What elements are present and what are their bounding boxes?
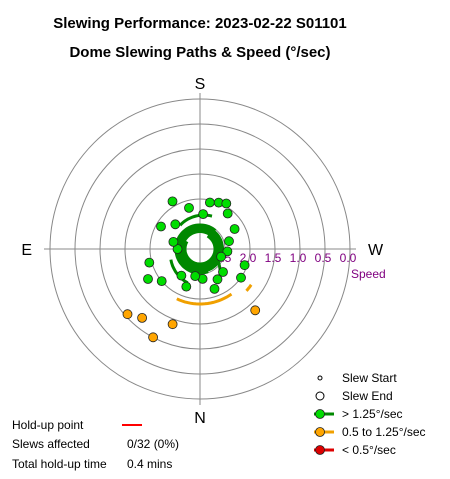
- fast-speed-point: [224, 236, 234, 247]
- fast-speed-point: [229, 224, 240, 234]
- fast-speed-point: [218, 267, 228, 277]
- medium-speed-point: [148, 332, 159, 343]
- fast-speed-point: [170, 219, 181, 230]
- legend: Slew Start Slew End > 1.25°/sec 0.5 to 1.25…: [314, 371, 426, 457]
- tick-label: 1.0: [290, 251, 307, 265]
- legend-medium-label: 0.5 to 1.25°/sec: [342, 425, 426, 439]
- chart-subtitle: Dome Slewing Paths & Speed (°/sec): [69, 44, 330, 61]
- compass-labels: S N E W: [21, 76, 384, 427]
- fast-speed-point: [167, 196, 178, 207]
- fast-speed-point: [181, 281, 192, 292]
- fast-speed-point: [221, 198, 232, 209]
- polar-grid: [44, 93, 356, 405]
- fast-slew-path: [183, 234, 217, 266]
- fast-speed-point: [156, 221, 166, 232]
- holdup-point-label: Hold-up point: [12, 418, 84, 432]
- slew-points: [122, 196, 261, 343]
- slews-affected-value: 0/32 (0%): [127, 437, 179, 451]
- compass-north: N: [194, 410, 206, 427]
- chart-title: Slewing Performance: 2023-02-22 S01101: [53, 15, 347, 32]
- legend-slow-marker: [315, 445, 325, 455]
- fast-speed-point: [204, 197, 215, 208]
- legend-start-marker: [317, 375, 323, 381]
- medium-slew-path: [176, 292, 233, 306]
- fast-speed-point: [212, 274, 223, 285]
- legend-slow-label: < 0.5°/sec: [342, 443, 396, 457]
- fast-speed-point: [184, 202, 194, 213]
- fast-speed-point: [222, 246, 233, 257]
- legend-end-label: Slew End: [342, 389, 393, 403]
- compass-west: W: [368, 242, 384, 259]
- fast-speed-point: [144, 257, 155, 268]
- speed-axis-label: Speed: [351, 267, 386, 281]
- legend-start-label: Slew Start: [342, 371, 397, 385]
- fast-speed-point: [222, 208, 233, 219]
- total-holdup-label: Total hold-up time: [12, 457, 107, 471]
- medium-speed-point: [137, 312, 148, 323]
- fast-slew-path: [181, 230, 219, 268]
- tick-label: 0.5: [315, 251, 332, 265]
- legend-fast-label: > 1.25°/sec: [342, 407, 403, 421]
- fast-speed-point: [239, 260, 250, 271]
- legend-end-marker: [315, 391, 325, 401]
- medium-speed-point: [250, 305, 261, 316]
- fast-speed-point: [168, 236, 179, 247]
- medium-speed-point: [167, 319, 178, 330]
- legend-medium-marker: [315, 427, 325, 437]
- holdup-summary: Hold-up point Slews affected 0/32 (0%) T…: [12, 418, 179, 471]
- tick-label: 1.5: [265, 251, 282, 265]
- fast-speed-point: [143, 274, 153, 284]
- compass-south: S: [195, 76, 206, 93]
- fast-speed-point: [190, 271, 201, 282]
- legend-fast-marker: [315, 409, 325, 419]
- tick-label: 0.0: [340, 251, 357, 265]
- fast-speed-point: [176, 270, 187, 281]
- fast-speed-point: [236, 272, 246, 283]
- medium-slew-path: [245, 283, 253, 292]
- slews-affected-label: Slews affected: [12, 437, 90, 451]
- fast-speed-point: [209, 283, 220, 294]
- fast-speed-point: [216, 251, 227, 262]
- total-holdup-value: 0.4 mins: [127, 457, 172, 471]
- fast-speed-point: [198, 209, 209, 220]
- medium-speed-point: [122, 309, 133, 320]
- fast-slew-path: [178, 227, 222, 271]
- compass-east: E: [21, 242, 32, 259]
- fast-speed-point: [156, 276, 167, 287]
